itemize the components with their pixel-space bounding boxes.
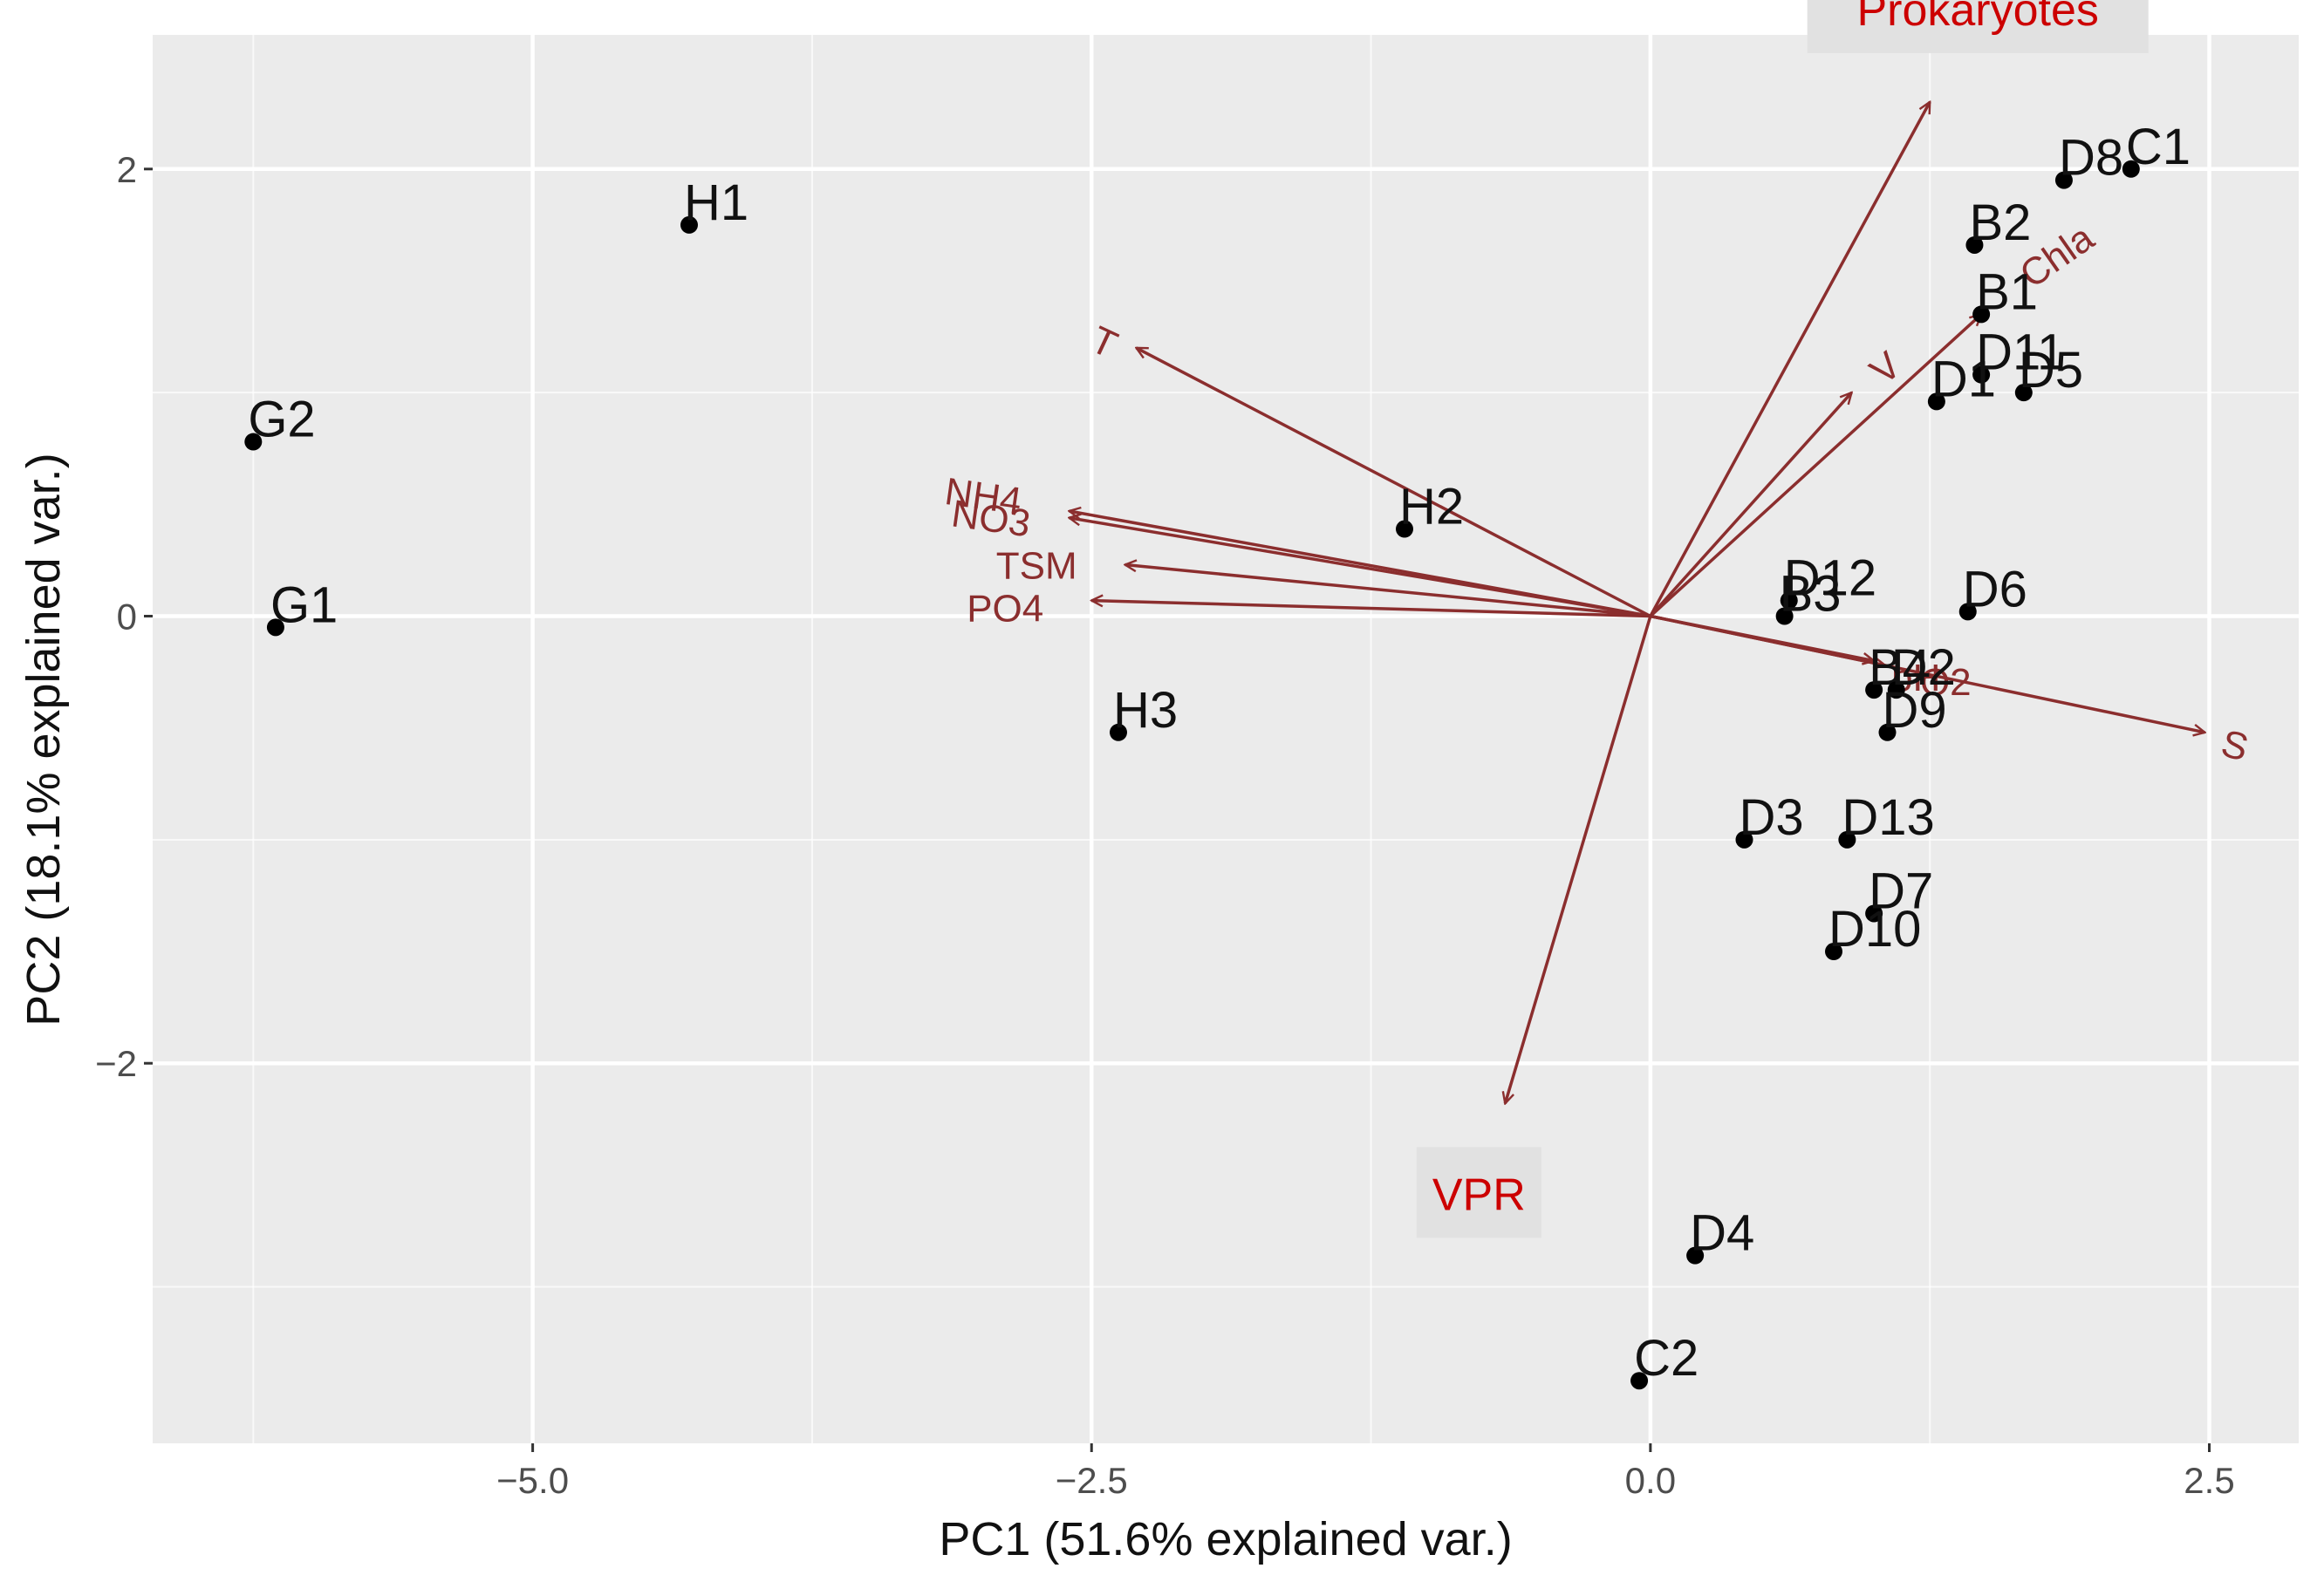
point-label-d7: D7 xyxy=(1869,863,1933,919)
vector-arrow-po4 xyxy=(1091,601,1651,618)
y-tick-label: 0 xyxy=(117,597,137,638)
y-axis-ticks: −2 0 2 xyxy=(95,149,153,1084)
y-tick-label: 2 xyxy=(117,149,137,190)
point-d10 xyxy=(1825,943,1842,961)
point-label-d4: D4 xyxy=(1690,1205,1754,1262)
point-d3 xyxy=(1735,830,1753,849)
point-label-d3: D3 xyxy=(1740,789,1804,846)
point-b2 xyxy=(1965,235,1984,254)
point-d8 xyxy=(2054,171,2073,189)
point-label-g1: G1 xyxy=(270,576,338,633)
point-c1 xyxy=(2122,160,2140,178)
point-label-b2: B2 xyxy=(1969,194,2031,251)
point-label-b1: B1 xyxy=(1976,263,2038,320)
vector-label-prokaryotes: Prokaryotes xyxy=(1856,0,2098,36)
vector-label-po4: PO4 xyxy=(967,588,1043,631)
vector-label-o2: O2 xyxy=(1920,661,1972,704)
point-h3 xyxy=(1110,723,1127,741)
point-label-d9: D9 xyxy=(1883,682,1947,739)
point-label-d6: D6 xyxy=(1963,561,2027,617)
point-d6 xyxy=(1958,603,1977,621)
point-d11 xyxy=(1972,365,1991,384)
point-d1 xyxy=(1927,392,1945,411)
highlight-box-vpr xyxy=(1416,1147,1541,1238)
point-label-b3: B3 xyxy=(1780,566,1842,623)
minor-gridlines xyxy=(153,35,2299,1443)
y-tick-label: −2 xyxy=(95,1043,137,1084)
point-b3 xyxy=(1775,607,1794,625)
vector-arrow-no3 xyxy=(1070,518,1651,618)
vector-arrow-t xyxy=(1137,346,1651,618)
point-d4 xyxy=(1686,1246,1705,1265)
point-d2 xyxy=(1887,681,1905,699)
point-label-d8: D8 xyxy=(2059,130,2123,187)
x-tick-label: 2.5 xyxy=(2184,1460,2234,1501)
point-label-g2: G2 xyxy=(248,392,315,448)
point-label-h2: H2 xyxy=(1399,479,1464,535)
point-d7 xyxy=(1865,904,1883,923)
y-axis-title: PC2 (18.1% explained var.) xyxy=(17,453,70,1026)
vector-arrow-prokaryotes xyxy=(1649,102,1931,617)
point-label-c1: C1 xyxy=(2126,119,2191,175)
x-tick-label: 0.0 xyxy=(1625,1460,1676,1501)
x-axis-title: PC1 (51.6% explained var.) xyxy=(939,1513,1512,1565)
point-label-d5: D5 xyxy=(2019,342,2083,399)
point-label-d1: D1 xyxy=(1931,351,1996,407)
point-d9 xyxy=(1878,723,1897,741)
vector-arrow-chla xyxy=(1649,314,1981,617)
plot-panel xyxy=(153,35,2299,1443)
vector-arrow-v xyxy=(1649,392,1852,617)
point-label-h1: H1 xyxy=(684,174,748,231)
vector-arrow-vpr xyxy=(1505,616,1652,1104)
point-d12 xyxy=(1780,591,1798,610)
point-g2 xyxy=(244,433,263,451)
point-label-d13: D13 xyxy=(1842,789,1934,846)
point-c2 xyxy=(1630,1372,1649,1390)
point-h1 xyxy=(680,215,698,234)
point-label-h3: H3 xyxy=(1113,682,1178,739)
major-gridlines xyxy=(153,35,2299,1443)
point-label-d2: D2 xyxy=(1891,639,1956,696)
vector-label-vpr: VPR xyxy=(1432,1169,1526,1220)
point-label-d11: D11 xyxy=(1976,324,2065,381)
vector-arrow-ph xyxy=(1650,614,1874,661)
point-label-c2: C2 xyxy=(1634,1330,1699,1387)
x-axis-ticks: −5.0 −2.5 0.0 2.5 xyxy=(496,1443,2235,1501)
point-d5 xyxy=(2014,384,2033,402)
x-tick-label: −2.5 xyxy=(1056,1460,1128,1501)
vector-arrow-tsm xyxy=(1125,565,1651,618)
highlight-box-prokaryotes xyxy=(1807,0,2149,53)
point-label-d10: D10 xyxy=(1828,901,1921,958)
x-tick-label: −5.0 xyxy=(496,1460,569,1501)
point-d13 xyxy=(1838,830,1856,849)
point-h2 xyxy=(1396,520,1413,538)
point-b4 xyxy=(1865,681,1883,699)
point-label-d12: D12 xyxy=(1784,550,1876,607)
vector-label-nh4: NH4 xyxy=(942,470,1024,523)
vector-label-tsm: TSM xyxy=(996,545,1077,588)
point-g1 xyxy=(266,618,284,637)
point-b1 xyxy=(1972,305,1991,324)
